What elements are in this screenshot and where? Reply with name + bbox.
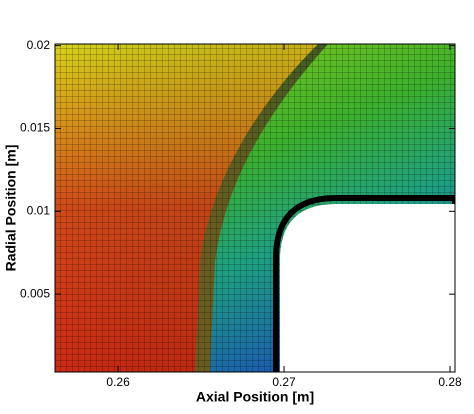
y-tick-label: 0.01 bbox=[27, 203, 51, 217]
x-axis-label: Axial Position [m] bbox=[196, 389, 314, 405]
y-tick-label: 0.02 bbox=[27, 38, 51, 52]
y-tick-label: 0.005 bbox=[20, 286, 50, 300]
x-tick-label: 0.27 bbox=[272, 375, 296, 389]
x-tick-label: 0.26 bbox=[106, 375, 130, 389]
mesh-field bbox=[55, 44, 455, 372]
y-axis-label: Radial Position [m] bbox=[3, 145, 19, 272]
y-tick-label: 0.015 bbox=[20, 121, 50, 135]
plot-frame bbox=[54, 43, 456, 373]
x-tick-label: 0.28 bbox=[438, 375, 462, 389]
